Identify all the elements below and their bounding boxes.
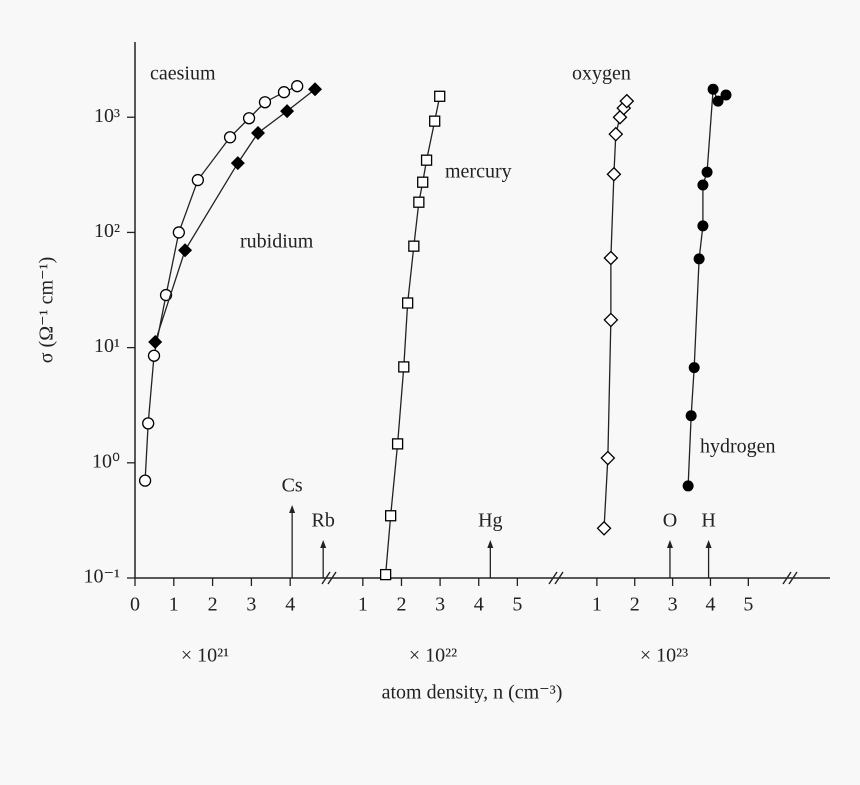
- point: [391, 438, 404, 450]
- point: [596, 520, 612, 536]
- point: [230, 156, 245, 171]
- series-label: oxygen: [572, 63, 631, 85]
- point: [606, 166, 622, 182]
- x-tick-label: 2: [630, 594, 640, 616]
- x-tick-label: 1: [358, 594, 368, 616]
- point: [420, 154, 433, 166]
- point: [707, 83, 719, 95]
- fit-line: [384, 96, 441, 575]
- arrow-label: Rb: [312, 510, 335, 532]
- point: [697, 179, 709, 191]
- point: [250, 125, 265, 140]
- arrow-head: [666, 540, 673, 548]
- series-label: hydrogen: [700, 436, 776, 458]
- point: [172, 226, 185, 239]
- x-tick-label: 4: [705, 594, 715, 616]
- point: [402, 297, 414, 309]
- point: [385, 510, 397, 522]
- point: [697, 220, 709, 232]
- arrow-label: Cs: [282, 475, 303, 497]
- point: [191, 173, 205, 187]
- point: [682, 480, 694, 492]
- arrow-head: [705, 540, 712, 548]
- x-tick-label: 0: [130, 594, 140, 616]
- point: [408, 240, 420, 252]
- point: [688, 362, 700, 374]
- y-tick-label: 10³: [94, 105, 120, 127]
- x-tick-label: 4: [285, 594, 295, 616]
- point: [608, 126, 624, 142]
- x-tick-label: 3: [668, 594, 678, 616]
- point: [148, 334, 163, 349]
- point: [693, 253, 705, 265]
- x-multiplier: × 10²²: [409, 645, 457, 667]
- point: [398, 361, 410, 373]
- arrow-label: Hg: [478, 510, 502, 532]
- series-label: rubidium: [240, 231, 314, 253]
- x-axis-label: atom density, n (cm⁻³): [382, 682, 563, 704]
- x-multiplier: × 10²¹: [181, 645, 229, 667]
- axis-breaks: [321, 571, 798, 585]
- arrow-head: [320, 540, 327, 548]
- x-tick-label: 2: [396, 594, 406, 616]
- point: [701, 166, 713, 178]
- point: [242, 112, 256, 125]
- series-label: caesium: [150, 63, 216, 85]
- x-tick-label: 1: [169, 594, 179, 616]
- point: [147, 349, 161, 362]
- point: [720, 89, 732, 101]
- y-tick-label: 10¹: [94, 335, 120, 357]
- point: [685, 410, 697, 422]
- point: [258, 96, 272, 109]
- x-tick-label: 3: [246, 594, 256, 616]
- arrow-label: H: [701, 510, 715, 532]
- series-label: mercury: [445, 161, 512, 183]
- point: [280, 104, 295, 119]
- point: [603, 312, 619, 328]
- arrow-label: O: [663, 510, 677, 532]
- x-tick-label: 3: [435, 594, 445, 616]
- point: [413, 196, 425, 208]
- point: [277, 86, 291, 99]
- arrow-head: [487, 540, 494, 548]
- x-tick-label: 2: [208, 594, 218, 616]
- point: [600, 450, 616, 466]
- y-axis-label: σ (Ω⁻¹ cm⁻¹): [36, 257, 58, 364]
- point: [142, 417, 155, 430]
- fit-line: [154, 88, 316, 343]
- arrow-head: [289, 505, 296, 513]
- point: [178, 243, 193, 258]
- point: [138, 474, 152, 487]
- point: [379, 568, 392, 581]
- x-tick-label: 5: [512, 594, 522, 616]
- y-tick-label: 10²: [94, 220, 120, 242]
- fit-line: [144, 85, 298, 481]
- y-tick-label: 10⁻¹: [83, 566, 120, 588]
- point: [429, 115, 441, 127]
- point: [434, 90, 446, 102]
- fit-line: [687, 88, 727, 486]
- point: [223, 131, 237, 144]
- point: [291, 80, 304, 93]
- y-tick-label: 10⁰: [92, 450, 120, 472]
- point: [417, 176, 429, 188]
- point: [603, 250, 619, 266]
- x-tick-label: 1: [592, 594, 602, 616]
- point: [619, 93, 635, 109]
- x-multiplier: × 10²³: [640, 645, 688, 667]
- x-tick-label: 5: [743, 594, 753, 616]
- point: [308, 82, 323, 97]
- point: [159, 288, 173, 302]
- point: [712, 95, 724, 107]
- x-tick-label: 4: [474, 594, 484, 616]
